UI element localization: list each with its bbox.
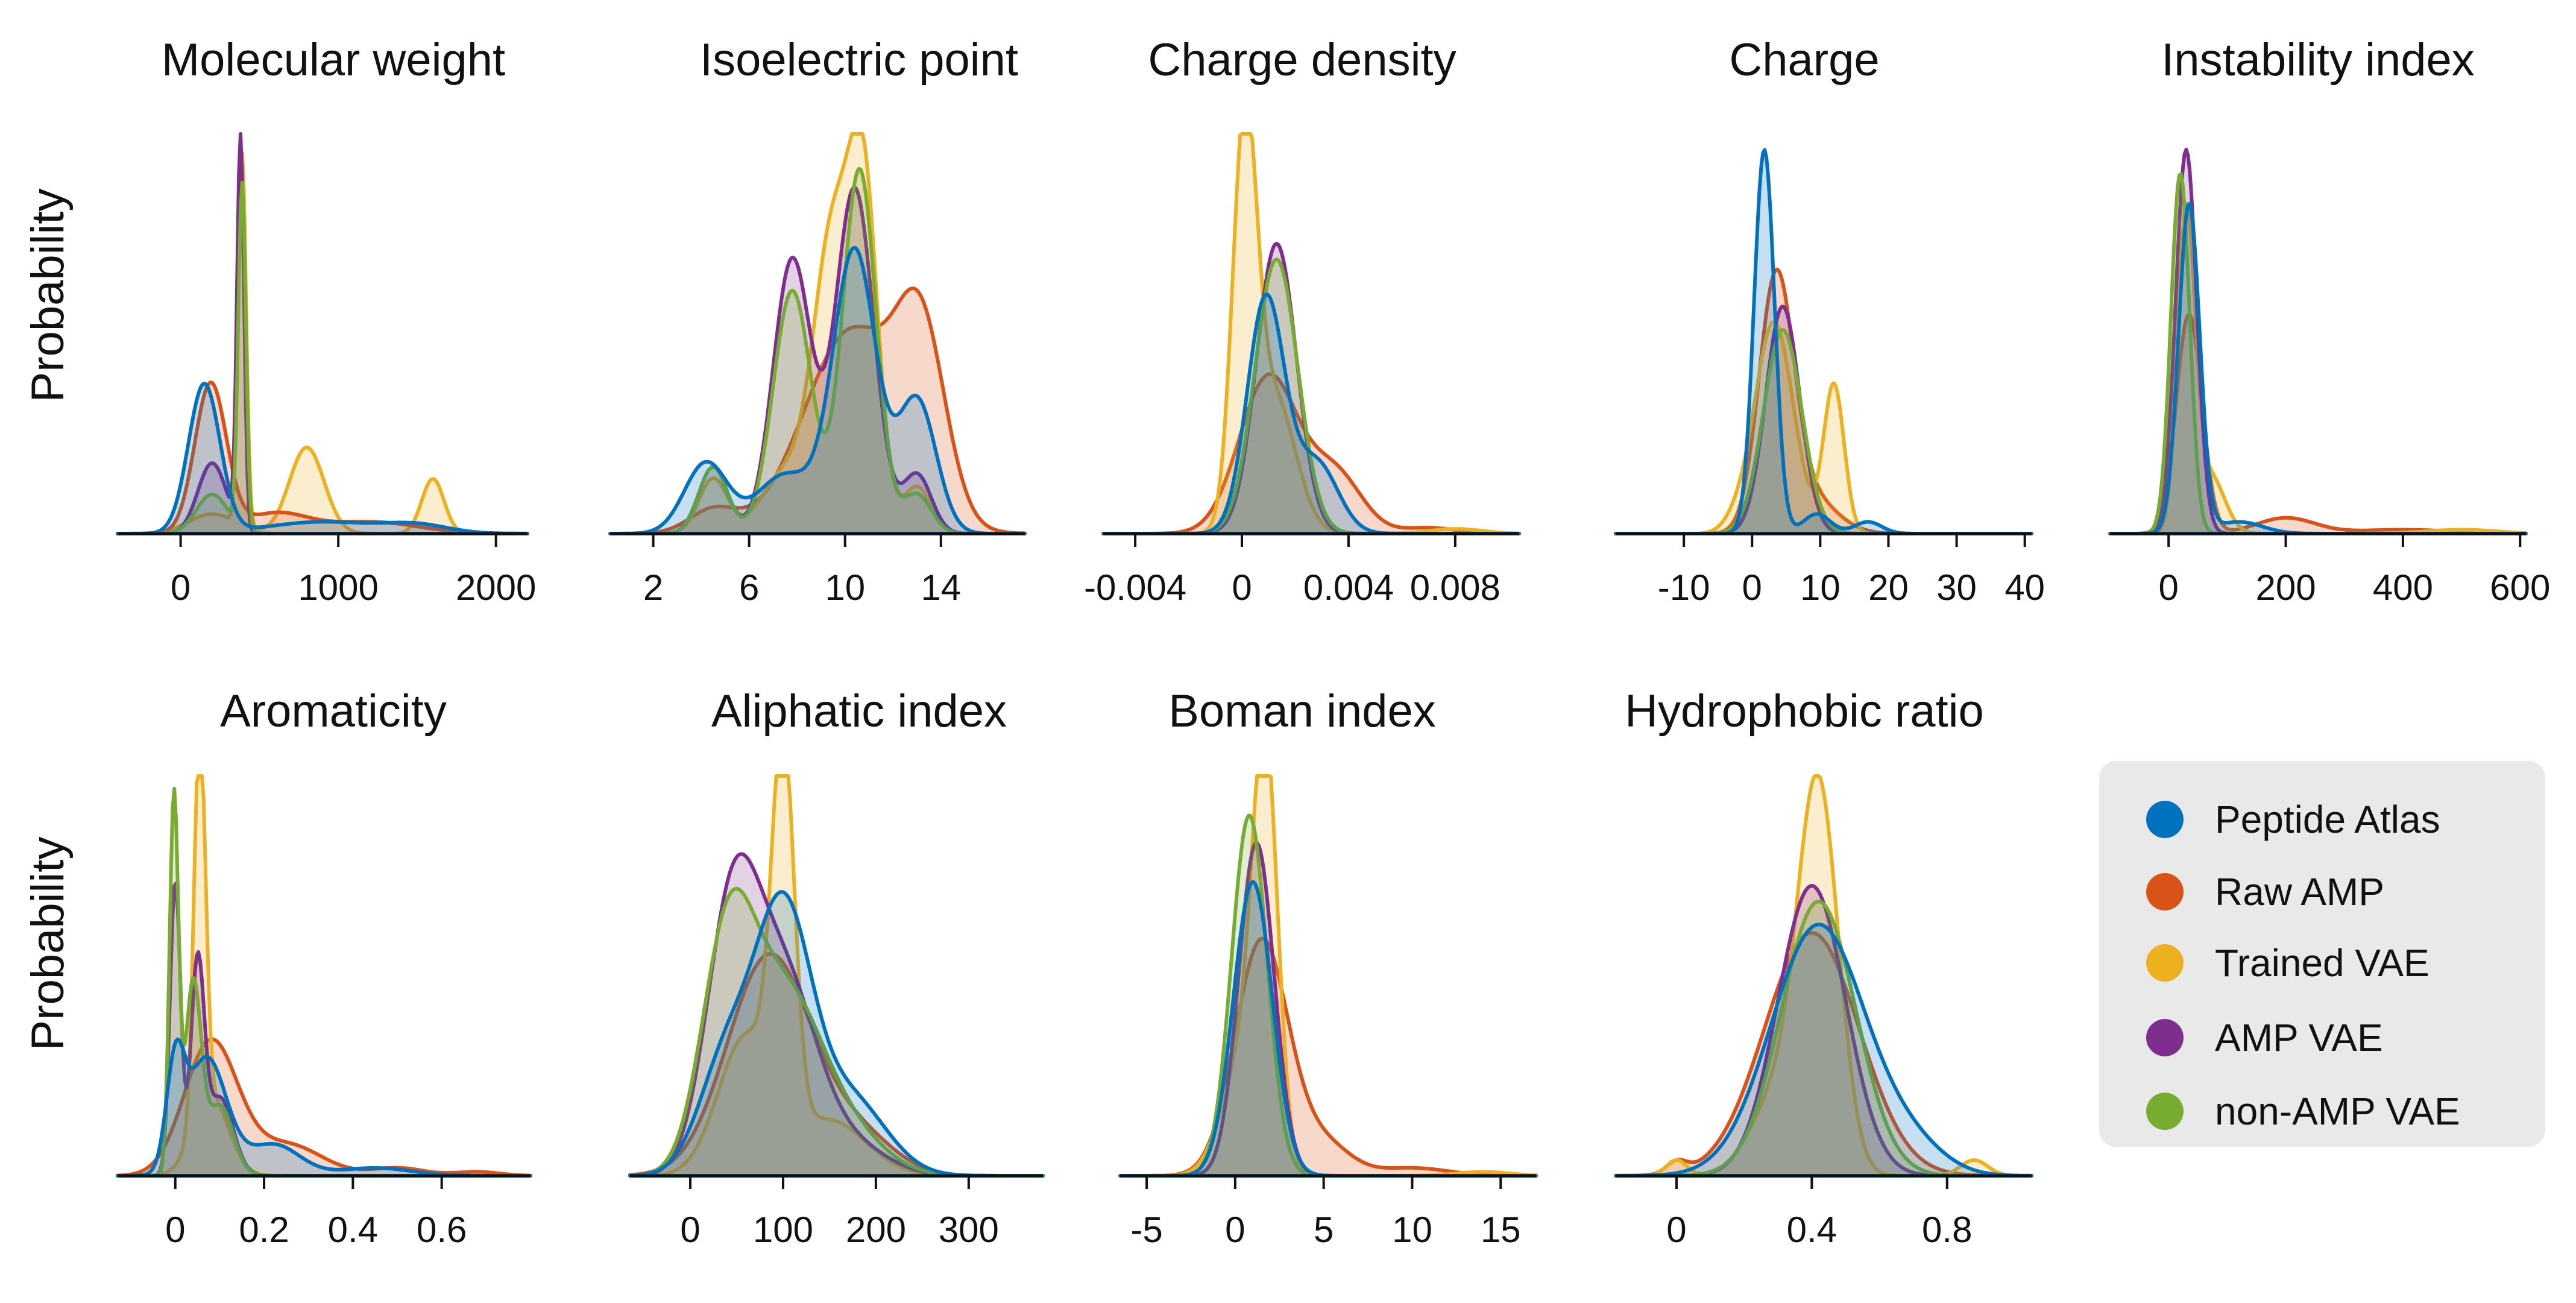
density-curve-molecular-weight-trained-vae: [116, 151, 529, 535]
x-tick-label-boman-index: 5: [1314, 1210, 1334, 1250]
subplot-title-instability-index: Instability index: [2161, 34, 2475, 86]
legend-swatch-amp-vae: [2146, 1019, 2184, 1056]
subplot-aromaticity: Aromaticity 0 0.2 0.4 0.6: [116, 686, 532, 1250]
legend: Peptide Atlas Raw AMP Trained VAE AMP VA…: [2099, 761, 2545, 1147]
legend-label-non-amp-vae: non-AMP VAE: [2215, 1090, 2460, 1133]
x-tick-label-molecular-weight: 1000: [298, 567, 378, 608]
x-tick-label-isoelectric-point: 2: [643, 567, 663, 608]
x-tick-label-charge-density: 0.004: [1303, 567, 1394, 608]
density-curve-molecular-weight-peptide-atlas: [116, 382, 529, 535]
density-curve-aromaticity-raw-amp: [116, 1037, 532, 1178]
density-curve-charge-trained-vae: [1614, 320, 2033, 535]
y-axis-label-top: Probability: [22, 189, 74, 403]
x-tick-label-isoelectric-point: 10: [825, 567, 865, 608]
x-tick-label-boman-index: 0: [1225, 1210, 1245, 1250]
subplot-isoelectric-point: Isoelectric point 2 6 10 14: [608, 34, 1027, 608]
legend-swatch-trained-vae: [2146, 944, 2184, 982]
subplot-aliphatic-index: Aliphatic index 0 100 200 300: [628, 686, 1045, 1250]
x-tick-label-instability-index: 400: [2373, 567, 2433, 608]
x-tick-label-charge: 20: [1868, 567, 1909, 608]
density-curve-boman-index-trained-vae: [1118, 774, 1538, 1178]
subplot-title-aliphatic-index: Aliphatic index: [711, 686, 1007, 737]
density-curve-aliphatic-index-peptide-atlas: [628, 890, 1045, 1178]
legend-swatch-peptide-atlas: [2146, 801, 2184, 838]
density-curve-hydrophobic-ratio-peptide-atlas: [1614, 923, 2033, 1178]
x-tick-label-instability-index: 200: [2255, 567, 2316, 608]
density-curve-charge-density-peptide-atlas: [1101, 292, 1521, 535]
density-curve-aromaticity-peptide-atlas: [116, 1037, 532, 1178]
legend-label-trained-vae: Trained VAE: [2215, 941, 2430, 985]
subplot-title-charge: Charge: [1729, 34, 1879, 86]
x-tick-label-molecular-weight: 2000: [456, 567, 536, 608]
x-tick-label-isoelectric-point: 6: [739, 567, 759, 608]
x-tick-label-hydrophobic-ratio: 0.8: [1922, 1210, 1972, 1250]
x-tick-label-aromaticity: 0.2: [239, 1210, 289, 1250]
x-tick-label-aromaticity: 0.4: [328, 1210, 378, 1250]
x-tick-label-charge-density: 0.008: [1410, 567, 1501, 608]
x-tick-label-charge-density: 0: [1232, 567, 1252, 608]
legend-label-amp-vae: AMP VAE: [2215, 1016, 2383, 1059]
x-tick-label-charge-density: -0.004: [1084, 567, 1186, 608]
legend-item-trained-vae: Trained VAE: [2146, 941, 2430, 985]
x-tick-label-charge: 40: [2004, 567, 2045, 608]
x-tick-label-boman-index: -5: [1130, 1210, 1162, 1250]
x-tick-label-aromaticity: 0: [165, 1210, 185, 1250]
x-tick-label-instability-index: 600: [2490, 567, 2550, 608]
density-curve-boman-index-non-amp-vae: [1118, 813, 1538, 1178]
subplot-title-isoelectric-point: Isoelectric point: [700, 34, 1018, 86]
x-tick-label-charge: 10: [1800, 567, 1841, 608]
subplot-title-molecular-weight: Molecular weight: [162, 34, 505, 86]
density-curve-boman-index-raw-amp: [1118, 936, 1538, 1178]
legend-label-raw-amp: Raw AMP: [2215, 870, 2384, 913]
x-tick-label-boman-index: 10: [1392, 1210, 1432, 1250]
legend-item-raw-amp: Raw AMP: [2146, 870, 2384, 913]
legend-item-peptide-atlas: Peptide Atlas: [2146, 798, 2440, 841]
density-curve-isoelectric-point-peptide-atlas: [608, 245, 1027, 535]
y-axis-label-bottom: Probability: [22, 837, 74, 1051]
x-tick-label-aliphatic-index: 200: [846, 1210, 906, 1250]
subplot-boman-index: Boman index -5 0 5 10 15: [1118, 686, 1538, 1250]
x-tick-label-instability-index: 0: [2158, 567, 2178, 608]
subplot-instability-index: Instability index 0 200 400 600: [2108, 34, 2550, 608]
subplot-hydrophobic-ratio: Hydrophobic ratio 0 0.4 0.8: [1614, 686, 2033, 1250]
x-tick-label-boman-index: 15: [1481, 1210, 1521, 1250]
x-tick-label-molecular-weight: 0: [171, 567, 191, 608]
legend-item-non-amp-vae: non-AMP VAE: [2146, 1090, 2460, 1133]
x-tick-label-aliphatic-index: 300: [939, 1210, 999, 1250]
legend-label-peptide-atlas: Peptide Atlas: [2215, 798, 2440, 841]
density-curve-boman-index-amp-vae: [1118, 841, 1538, 1178]
legend-item-amp-vae: AMP VAE: [2146, 1016, 2383, 1059]
x-tick-label-isoelectric-point: 14: [921, 567, 961, 608]
subplot-charge-density: Charge density -0.004 0 0.004 0.008: [1084, 34, 1521, 608]
subplot-title-hydrophobic-ratio: Hydrophobic ratio: [1625, 686, 1984, 737]
legend-swatch-raw-amp: [2146, 873, 2184, 910]
x-tick-label-hydrophobic-ratio: 0.4: [1787, 1210, 1837, 1250]
subplot-title-boman-index: Boman index: [1168, 686, 1436, 737]
subplot-title-aromaticity: Aromaticity: [220, 686, 447, 737]
x-tick-label-aromaticity: 0.6: [417, 1210, 467, 1250]
x-tick-label-aliphatic-index: 100: [753, 1210, 813, 1250]
x-tick-label-charge: 0: [1742, 567, 1762, 608]
x-tick-label-charge: 30: [1936, 567, 1977, 608]
subplot-charge: Charge -10 0 10 20 30 40: [1614, 34, 2045, 608]
subplot-molecular-weight: Molecular weight 0 1000 2000: [116, 34, 536, 608]
x-tick-label-charge: -10: [1658, 567, 1710, 608]
x-tick-label-aliphatic-index: 0: [680, 1210, 700, 1250]
x-tick-label-hydrophobic-ratio: 0: [1666, 1210, 1686, 1250]
legend-swatch-non-amp-vae: [2146, 1093, 2184, 1130]
subplot-title-charge-density: Charge density: [1148, 34, 1456, 86]
